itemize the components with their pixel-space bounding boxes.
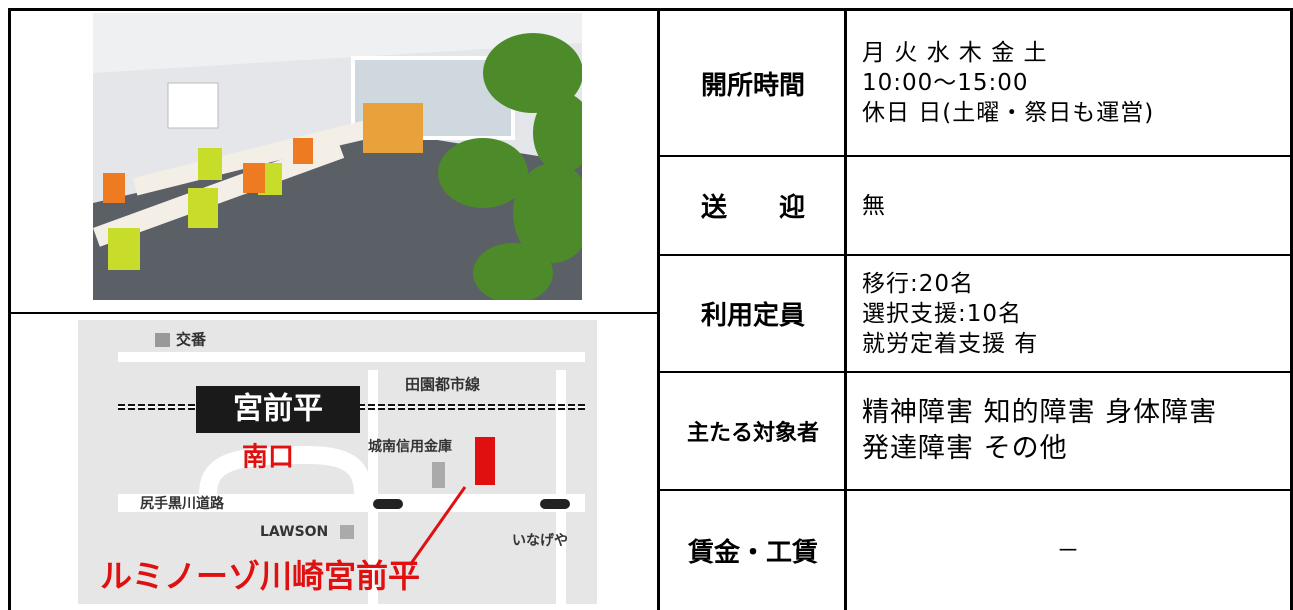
value-line: 発達障害 その他 [862,433,1068,464]
row-value: 移行:20名選択支援:10名 就労定着支援 有 [862,256,1292,371]
value-line: － [1056,537,1081,564]
row-value: － [847,491,1290,610]
map-exit: 南口 [242,443,294,473]
value-line: 休日 日(土曜・祭日も運営) [862,100,1155,126]
border [8,312,660,314]
row-label: 主たる対象者 [686,421,819,446]
border [8,8,11,610]
value-line: 移行:20名 [862,270,975,297]
map-label: 田園都市線 [405,376,480,394]
office-photo [93,13,582,300]
row-label: 送 迎 [700,193,805,223]
value-line: 無 [862,192,886,219]
value-line: 就労定着支援 有 [862,330,1039,357]
row-value: 月 火 水 木 金 土 10:00〜15:00 休日 日(土曜・祭日も運営) [862,11,1292,155]
border [657,254,1293,256]
map: 交番 田園都市線 宮前平 南口 城南信用金庫 尻手黒川道路 LAWSON いなげ… [78,320,597,604]
border [657,371,1293,373]
map-label: 交番 [176,331,207,349]
map-station: 宮前平 [233,392,323,427]
value-line: 10:00〜15:00 [862,70,1029,96]
row-label: 利用定員 [700,301,805,331]
row-value: 精神障害 知的障害 身体障害 発達障害 その他 [862,373,1292,489]
border [844,8,847,610]
row-value: 無 [862,157,1292,254]
row-label: 開所時間 [700,70,805,101]
value-line: 選択支援:10名 [862,300,1023,327]
map-facility-name: ルミノーゾ川崎宮前平 [100,557,420,595]
border [657,489,1293,491]
map-label: 尻手黒川道路 [140,495,225,512]
border [8,8,1293,11]
map-label: 城南信用金庫 [368,438,452,455]
value-line: 月 火 水 木 金 土 [862,40,1048,66]
border [1290,8,1293,610]
border [657,155,1293,157]
value-line: 精神障害 知的障害 身体障害 [862,397,1218,428]
border [657,8,660,610]
map-label: いなげや [512,533,568,549]
row-label: 賃金・工賃 [687,538,818,568]
map-label: LAWSON [260,524,328,540]
